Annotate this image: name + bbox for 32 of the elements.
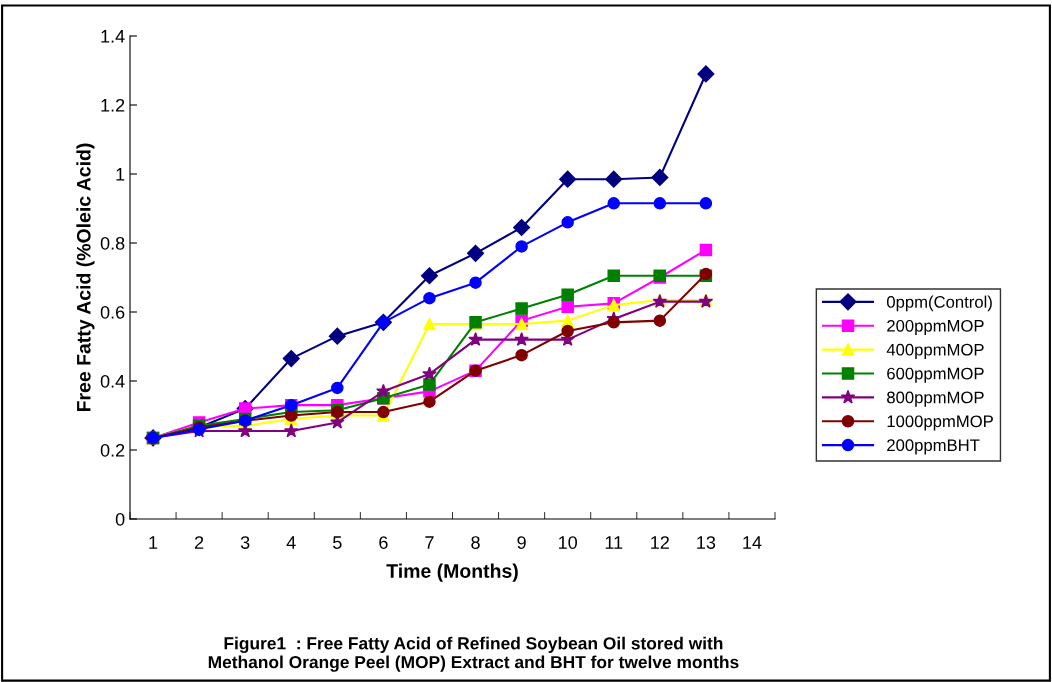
x-tick-label: 7	[425, 536, 434, 549]
x-tick-label: 11	[605, 536, 623, 549]
y-tick-label: 1.4	[101, 30, 125, 43]
x-tick-label: 12	[651, 536, 669, 549]
x-tick-label: 9	[517, 536, 526, 549]
y-tick-label: 0	[115, 512, 125, 526]
y-tick-label: 0.4	[100, 374, 125, 388]
y-tick-label: 1.2	[101, 98, 125, 112]
legend-label: 400ppmMOP	[886, 343, 984, 359]
legend-label: 200ppmBHT	[887, 439, 980, 455]
y-tick-label: 0.6	[100, 305, 125, 319]
x-tick-label: 5	[333, 536, 342, 549]
legend-label: 0ppm(Control)	[886, 295, 992, 312]
x-tick-label: 8	[471, 536, 480, 549]
y-tick-label: 1	[116, 168, 125, 181]
legend-label: 200ppmMOP	[887, 319, 984, 336]
x-tick-label: 3	[240, 536, 250, 549]
x-tick-label: 1	[149, 536, 158, 549]
x-tick-label: 13	[697, 536, 716, 549]
x-tick-label: 6	[379, 536, 388, 549]
legend-label: 1000ppmMOP	[887, 415, 993, 431]
y-axis-title: Free Fatty Acid (%Oleic Acid)	[76, 143, 95, 412]
x-tick-label: 10	[559, 536, 578, 549]
x-tick-label: 2	[195, 536, 204, 549]
x-axis-title: Time (Months)	[386, 563, 518, 582]
legend-label: 600ppmMOP	[887, 367, 984, 383]
y-tick-label: 0.8	[100, 236, 125, 250]
text: Figure1 : Free Fatty Acid of Refined Soybean Oil stored with Methanol Orange Peel (MOP) Extract and BHT for twelve months	[208, 636, 739, 672]
y-tick-label: 0.2	[100, 443, 125, 457]
x-tick-label: 14	[743, 536, 762, 549]
legend-label: 800ppmMOP	[887, 391, 984, 407]
x-tick-label: 4	[286, 536, 296, 549]
